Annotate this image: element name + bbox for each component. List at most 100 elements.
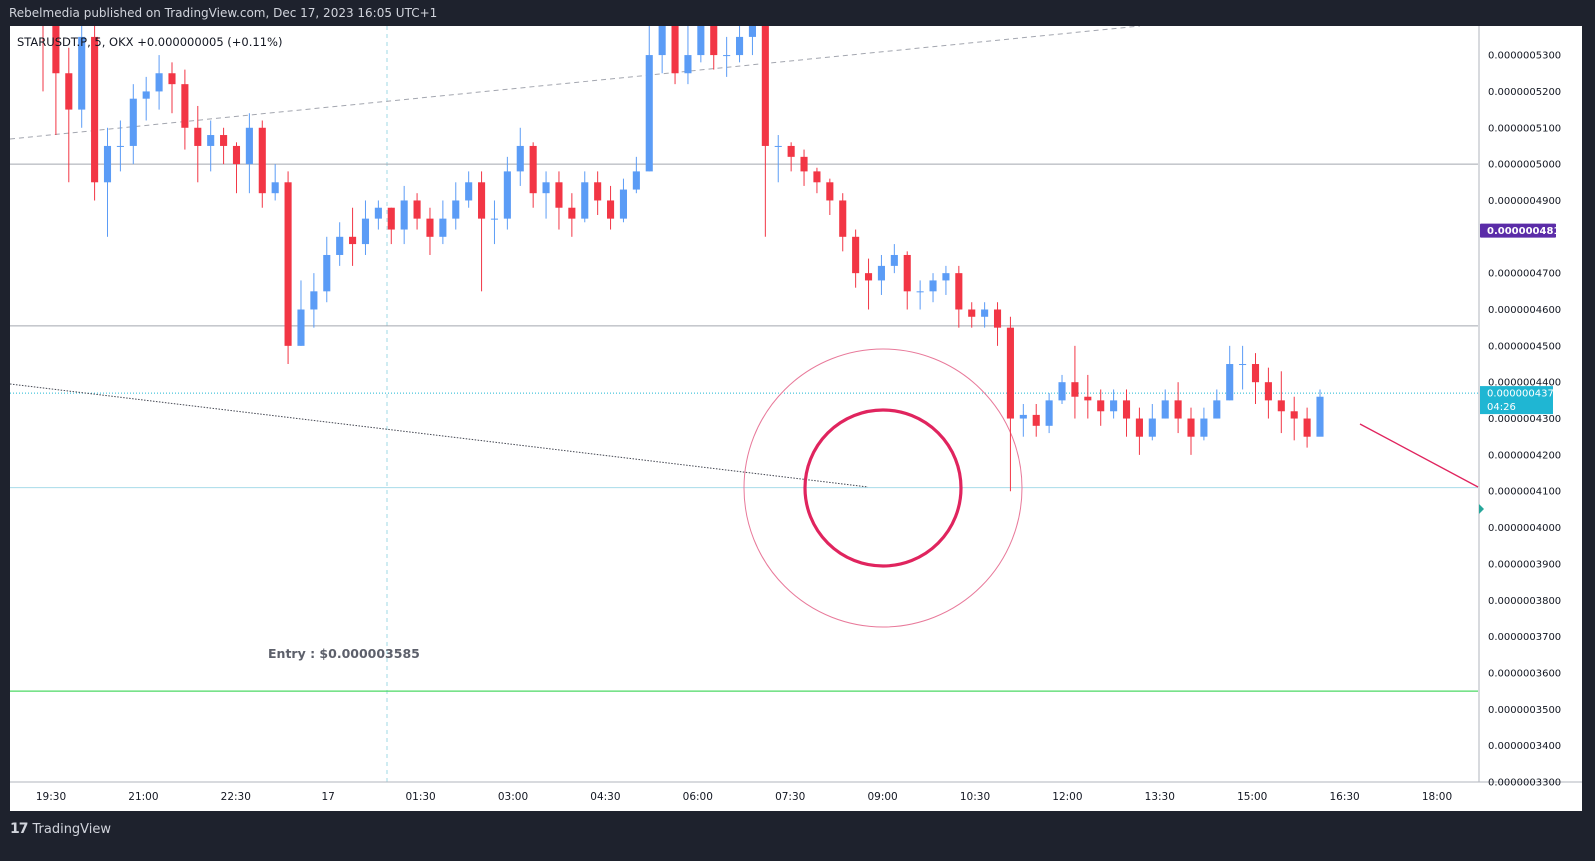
candle-body [503, 171, 511, 219]
candle-body [1174, 400, 1182, 419]
candle-body [787, 145, 795, 157]
candle-body [1161, 400, 1169, 419]
candle-body [710, 26, 718, 56]
candle-body [607, 200, 615, 219]
candle-body [916, 291, 924, 293]
upper-trendline [10, 26, 1141, 140]
candle-body [452, 200, 460, 219]
candle-body [361, 218, 370, 245]
candle-body [658, 26, 666, 56]
candle-body [1213, 400, 1221, 419]
chart-area[interactable]: Entry : $0.000003585 0.0000005300 0.00000… [10, 26, 1582, 811]
candle-body [207, 135, 215, 146]
time-tick-label: 09:00 [867, 791, 897, 803]
candle-body [697, 26, 705, 56]
time-tick-label: 12:00 [1052, 791, 1082, 803]
candle-body [594, 182, 602, 201]
candle-body [839, 200, 847, 237]
candle-body [542, 182, 550, 194]
candle-body [1045, 400, 1053, 426]
candle-body [1251, 364, 1260, 383]
price-tick-label: 0.0000003500 [1488, 705, 1561, 716]
candle-body [981, 309, 989, 317]
candle-body [555, 182, 563, 208]
candle-body [65, 73, 73, 110]
candle-body [619, 189, 628, 219]
price-tick-label: 0.0000003400 [1488, 741, 1561, 752]
candle-body [297, 309, 305, 346]
candle-body [723, 55, 731, 57]
candle-body [1006, 327, 1014, 419]
candle-body [877, 265, 885, 281]
price-badge-cyan [1480, 386, 1553, 415]
time-tick-label: 07:30 [775, 791, 805, 803]
lower-trendline [10, 383, 869, 488]
candle-body [245, 127, 253, 165]
candle-body [864, 273, 873, 281]
candle-body [800, 156, 808, 172]
candle-body [1019, 414, 1027, 419]
candle-body [968, 309, 976, 317]
candle-body [310, 291, 318, 310]
candle-body [52, 26, 60, 74]
price-tick-label: 0.0000005000 [1488, 160, 1561, 171]
candle-body [284, 182, 292, 346]
candle-body [993, 309, 1002, 328]
price-badge-text: 0.0000004370 [1487, 389, 1560, 400]
price-tick-label: 0.0000005100 [1488, 123, 1561, 134]
tradingview-logo[interactable]: 17 TradingView [10, 821, 111, 837]
time-tick-label: 16:30 [1329, 791, 1359, 803]
candle-body [1084, 396, 1092, 401]
price-tick-label: 0.0000003700 [1488, 632, 1561, 643]
candle-body [645, 55, 653, 172]
price-tick-label: 0.0000004100 [1488, 487, 1561, 498]
candle-body [1071, 382, 1079, 397]
candle-body [336, 236, 344, 255]
time-tick-label: 17 [322, 791, 335, 803]
entry-label: Entry : $0.000003585 [268, 646, 420, 661]
price-tick-label: 0.0000004200 [1488, 450, 1561, 461]
price-tick-label: 0.0000004500 [1488, 341, 1561, 352]
price-tick-label: 0.0000004600 [1488, 305, 1561, 316]
candle-body [735, 36, 744, 56]
price-tick-label: 0.0000003800 [1488, 596, 1561, 607]
candle-body [942, 273, 950, 281]
axes-layer: 0.0000005300 0.0000005200 0.0000005100 0.00… [10, 26, 1582, 803]
candle-body [529, 145, 537, 194]
price-tick-label: 0.0000004400 [1488, 378, 1561, 389]
candle-body [1187, 418, 1195, 437]
published-header: Rebelmedia published on TradingView.com,… [9, 6, 438, 20]
inner-target-circle [803, 408, 963, 568]
candle-body [1226, 364, 1234, 401]
candle-body [568, 207, 576, 219]
price-tick-label: 0.0000005300 [1488, 51, 1561, 62]
candle-body [439, 218, 447, 237]
price-tick-label: 0.0000003900 [1488, 559, 1561, 570]
candle-body [1148, 418, 1156, 437]
time-tick-label: 15:00 [1237, 791, 1267, 803]
candle-body [671, 26, 679, 74]
candle-body [465, 182, 473, 201]
candle-body [232, 145, 241, 165]
candle-body [323, 254, 331, 292]
candle-body [1290, 411, 1298, 419]
candle-body [903, 254, 911, 292]
candle-body [852, 236, 860, 274]
candle-body [1316, 396, 1324, 437]
candle-body [387, 207, 395, 230]
time-tick-label: 22:30 [221, 791, 251, 803]
time-tick-label: 01:30 [405, 791, 435, 803]
candle-body [142, 91, 150, 99]
candle-body [400, 200, 408, 230]
price-tick-label: 0.0000004000 [1488, 523, 1561, 534]
symbol-label[interactable]: STARUSDT.P, 5, OKX [17, 35, 134, 49]
candle-body [413, 200, 421, 219]
outer-target-circle [743, 348, 1023, 628]
price-tick-label: 0.0000003600 [1488, 668, 1561, 679]
chart-svg[interactable]: Entry : $0.000003585 0.00000053000.00000… [10, 26, 1582, 811]
candle-body [374, 207, 382, 219]
symbol-legend[interactable]: STARUSDT.P, 5, OKX +0.000000005 (+0.11%) [17, 35, 282, 49]
axis-marker-icon [1479, 504, 1484, 514]
time-tick-label: 13:30 [1145, 791, 1175, 803]
